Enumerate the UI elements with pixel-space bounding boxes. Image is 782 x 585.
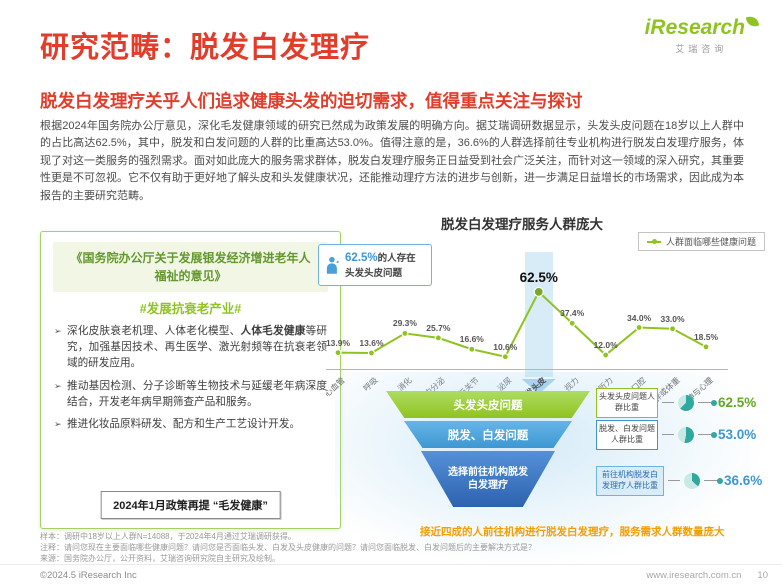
policy-bullet-2: 推动基因检测、分子诊断等生物技术与延缓老年病深度结合，开发老年病早期筛查产品和服… xyxy=(54,379,327,411)
policy-doc-title: 《国务院办公厅关于发展银发经济增进老年人福祉的意见》 xyxy=(53,242,328,292)
pie-icon xyxy=(678,394,694,411)
line-series-icon xyxy=(646,238,661,244)
metric-label: 头发头皮问题人群比重 xyxy=(596,388,658,418)
funnel-level-hair-scalp: 头发头皮问题 xyxy=(386,391,590,418)
note-sample: 样本：调研中18岁以上人群N=14088，于2024年4月通过艾瑞调研获得。 xyxy=(40,532,296,541)
callout-text-block: 62.5%的人存在头发头皮问题 xyxy=(345,250,425,280)
bullet-text: 推动基因检测、分子诊断等生物技术与延缓老年病深度结合，开发老年病早期筛查产品和服… xyxy=(67,379,327,408)
value-label: 34.0% xyxy=(627,312,652,323)
metric-label: 脱发、白发问题人群比重 xyxy=(596,420,658,450)
data-point xyxy=(635,323,643,332)
data-point xyxy=(602,351,610,359)
page-footer: ©2024.5 iResearch Inc www.iresearch.com.… xyxy=(0,564,782,585)
logo-wordmark: iResearch xyxy=(644,16,745,39)
value-label: 12.0% xyxy=(593,340,618,350)
policy-bullet-list: 深化皮肤衰老机理、人体老化模型、人体毛发健康等研究，加强基因技术、再生医学、激光… xyxy=(41,324,340,433)
data-point xyxy=(668,325,677,333)
value-label: 10.6% xyxy=(493,341,518,352)
metric-value: 62.5% xyxy=(718,395,757,411)
data-point xyxy=(533,286,544,297)
legend-label: 人群面临哪些健康问题 xyxy=(665,237,756,247)
page-number: 10 xyxy=(757,569,768,581)
value-label: 13.6% xyxy=(359,338,384,348)
data-point xyxy=(468,345,476,353)
funnel-level-hairloss-gray: 脱发、白发问题 xyxy=(404,421,572,448)
leaf-icon xyxy=(745,14,760,29)
conclusion-text: 接近四成的人前往机构进行脱发白发理疗，服务需求人群数量庞大 xyxy=(420,526,725,538)
bullet-text: 深化皮肤衰老机理、人体老化模型、 xyxy=(67,325,241,337)
metric-row-institution: 前往机构脱发白发理疗人群比重 36.6% xyxy=(596,466,762,496)
note-annotation: 注释：请问您现在主要面临哪些健康问题？请问您是否面临头发、白发及头皮健康的问题？… xyxy=(40,543,536,552)
highlight-band xyxy=(524,252,553,377)
bullet-text: 等研究，加强基因技术、再生医学、激光射频等在抗衰老领域的研发应用。 xyxy=(67,325,327,369)
logo-chinese-name: 艾瑞咨询 xyxy=(675,44,728,54)
person-icon xyxy=(326,256,339,274)
value-label: 25.7% xyxy=(426,322,451,333)
policy-note-box: 2024年1月政策再提 “毛发健康” xyxy=(100,491,281,519)
data-point xyxy=(334,349,342,357)
policy-panel: 《国务院办公厅关于发展银发经济增进老年人福祉的意见》 #发展抗衰老产业# 深化皮… xyxy=(40,231,341,529)
chart-legend: 人群面临哪些健康问题 xyxy=(637,232,765,251)
value-label: 29.3% xyxy=(392,318,417,329)
value-label: 33.0% xyxy=(660,313,685,324)
hair-issue-callout: 62.5%的人存在头发头皮问题 xyxy=(318,244,432,287)
connector-line xyxy=(662,402,674,404)
connector-line xyxy=(662,434,674,436)
data-point xyxy=(401,329,409,337)
connector-line xyxy=(698,431,717,438)
line-series xyxy=(334,286,710,361)
policy-hashtag: #发展抗衰老产业# xyxy=(139,302,242,316)
data-point xyxy=(434,334,442,342)
iresearch-logo: iResearch 艾瑞咨询 xyxy=(644,14,760,55)
chart-title: 脱发白发理疗服务人群庞大 xyxy=(441,217,603,232)
website-url: www.iresearch.com.cn xyxy=(646,569,742,581)
connector-line xyxy=(698,399,717,406)
page-title: 研究范畴：脱发白发理疗 xyxy=(40,32,371,64)
data-point xyxy=(702,343,710,351)
callout-percentage: 62.5% xyxy=(345,252,378,264)
metric-value: 36.6% xyxy=(724,473,763,489)
value-label: 37.4% xyxy=(560,308,585,319)
footnotes: 样本：调研中18岁以上人群N=14088，于2024年4月通过艾瑞调研获得。 注… xyxy=(40,531,600,564)
pie-icon xyxy=(684,472,700,489)
policy-bullet-3: 推进化妆品原料研发、配方和生产工艺设计开发。 xyxy=(54,417,327,433)
pie-icon xyxy=(678,426,694,443)
data-point xyxy=(568,319,576,327)
metric-value: 53.0% xyxy=(718,427,757,443)
bullet-bold-text: 人体毛发健康 xyxy=(240,325,306,337)
metric-label: 前往机构脱发白发理疗人群比重 xyxy=(596,466,664,496)
bullet-text: 推进化妆品原料研发、配方和生产工艺设计开发。 xyxy=(67,418,301,431)
intro-paragraph: 根据2024年国务院办公厅意见，深化毛发健康领域的研究已然成为政策发展的明确方向… xyxy=(40,120,744,202)
data-point xyxy=(501,353,509,361)
connector-line xyxy=(704,477,723,484)
metric-row-hairloss-gray: 脱发、白发问题人群比重 53.0% xyxy=(596,420,756,450)
note-source: 来源：国务院办公厅，公开资料，艾瑞咨询研究院自主研究及绘制。 xyxy=(40,554,280,563)
value-label: 18.5% xyxy=(693,331,719,342)
page-subtitle: 脱发白发理疗关乎人们追求健康头发的迫切需求，值得重点关注与探讨 xyxy=(40,91,583,111)
data-point xyxy=(367,349,376,357)
value-label: 13.9% xyxy=(325,337,351,348)
metric-row-hair-scalp: 头发头皮问题人群比重 62.5% xyxy=(596,388,756,418)
copyright-text: ©2024.5 iResearch Inc xyxy=(40,569,137,581)
callout-description: 的人存在头发头皮问题 xyxy=(345,253,416,279)
connector-line xyxy=(668,480,680,482)
value-label: 16.6% xyxy=(459,334,484,345)
logo-row: iResearch xyxy=(644,14,760,40)
value-label: 62.5% xyxy=(519,269,558,285)
policy-bullet-1: 深化皮肤衰老机理、人体老化模型、人体毛发健康等研究，加强基因技术、再生医学、激光… xyxy=(54,324,327,372)
